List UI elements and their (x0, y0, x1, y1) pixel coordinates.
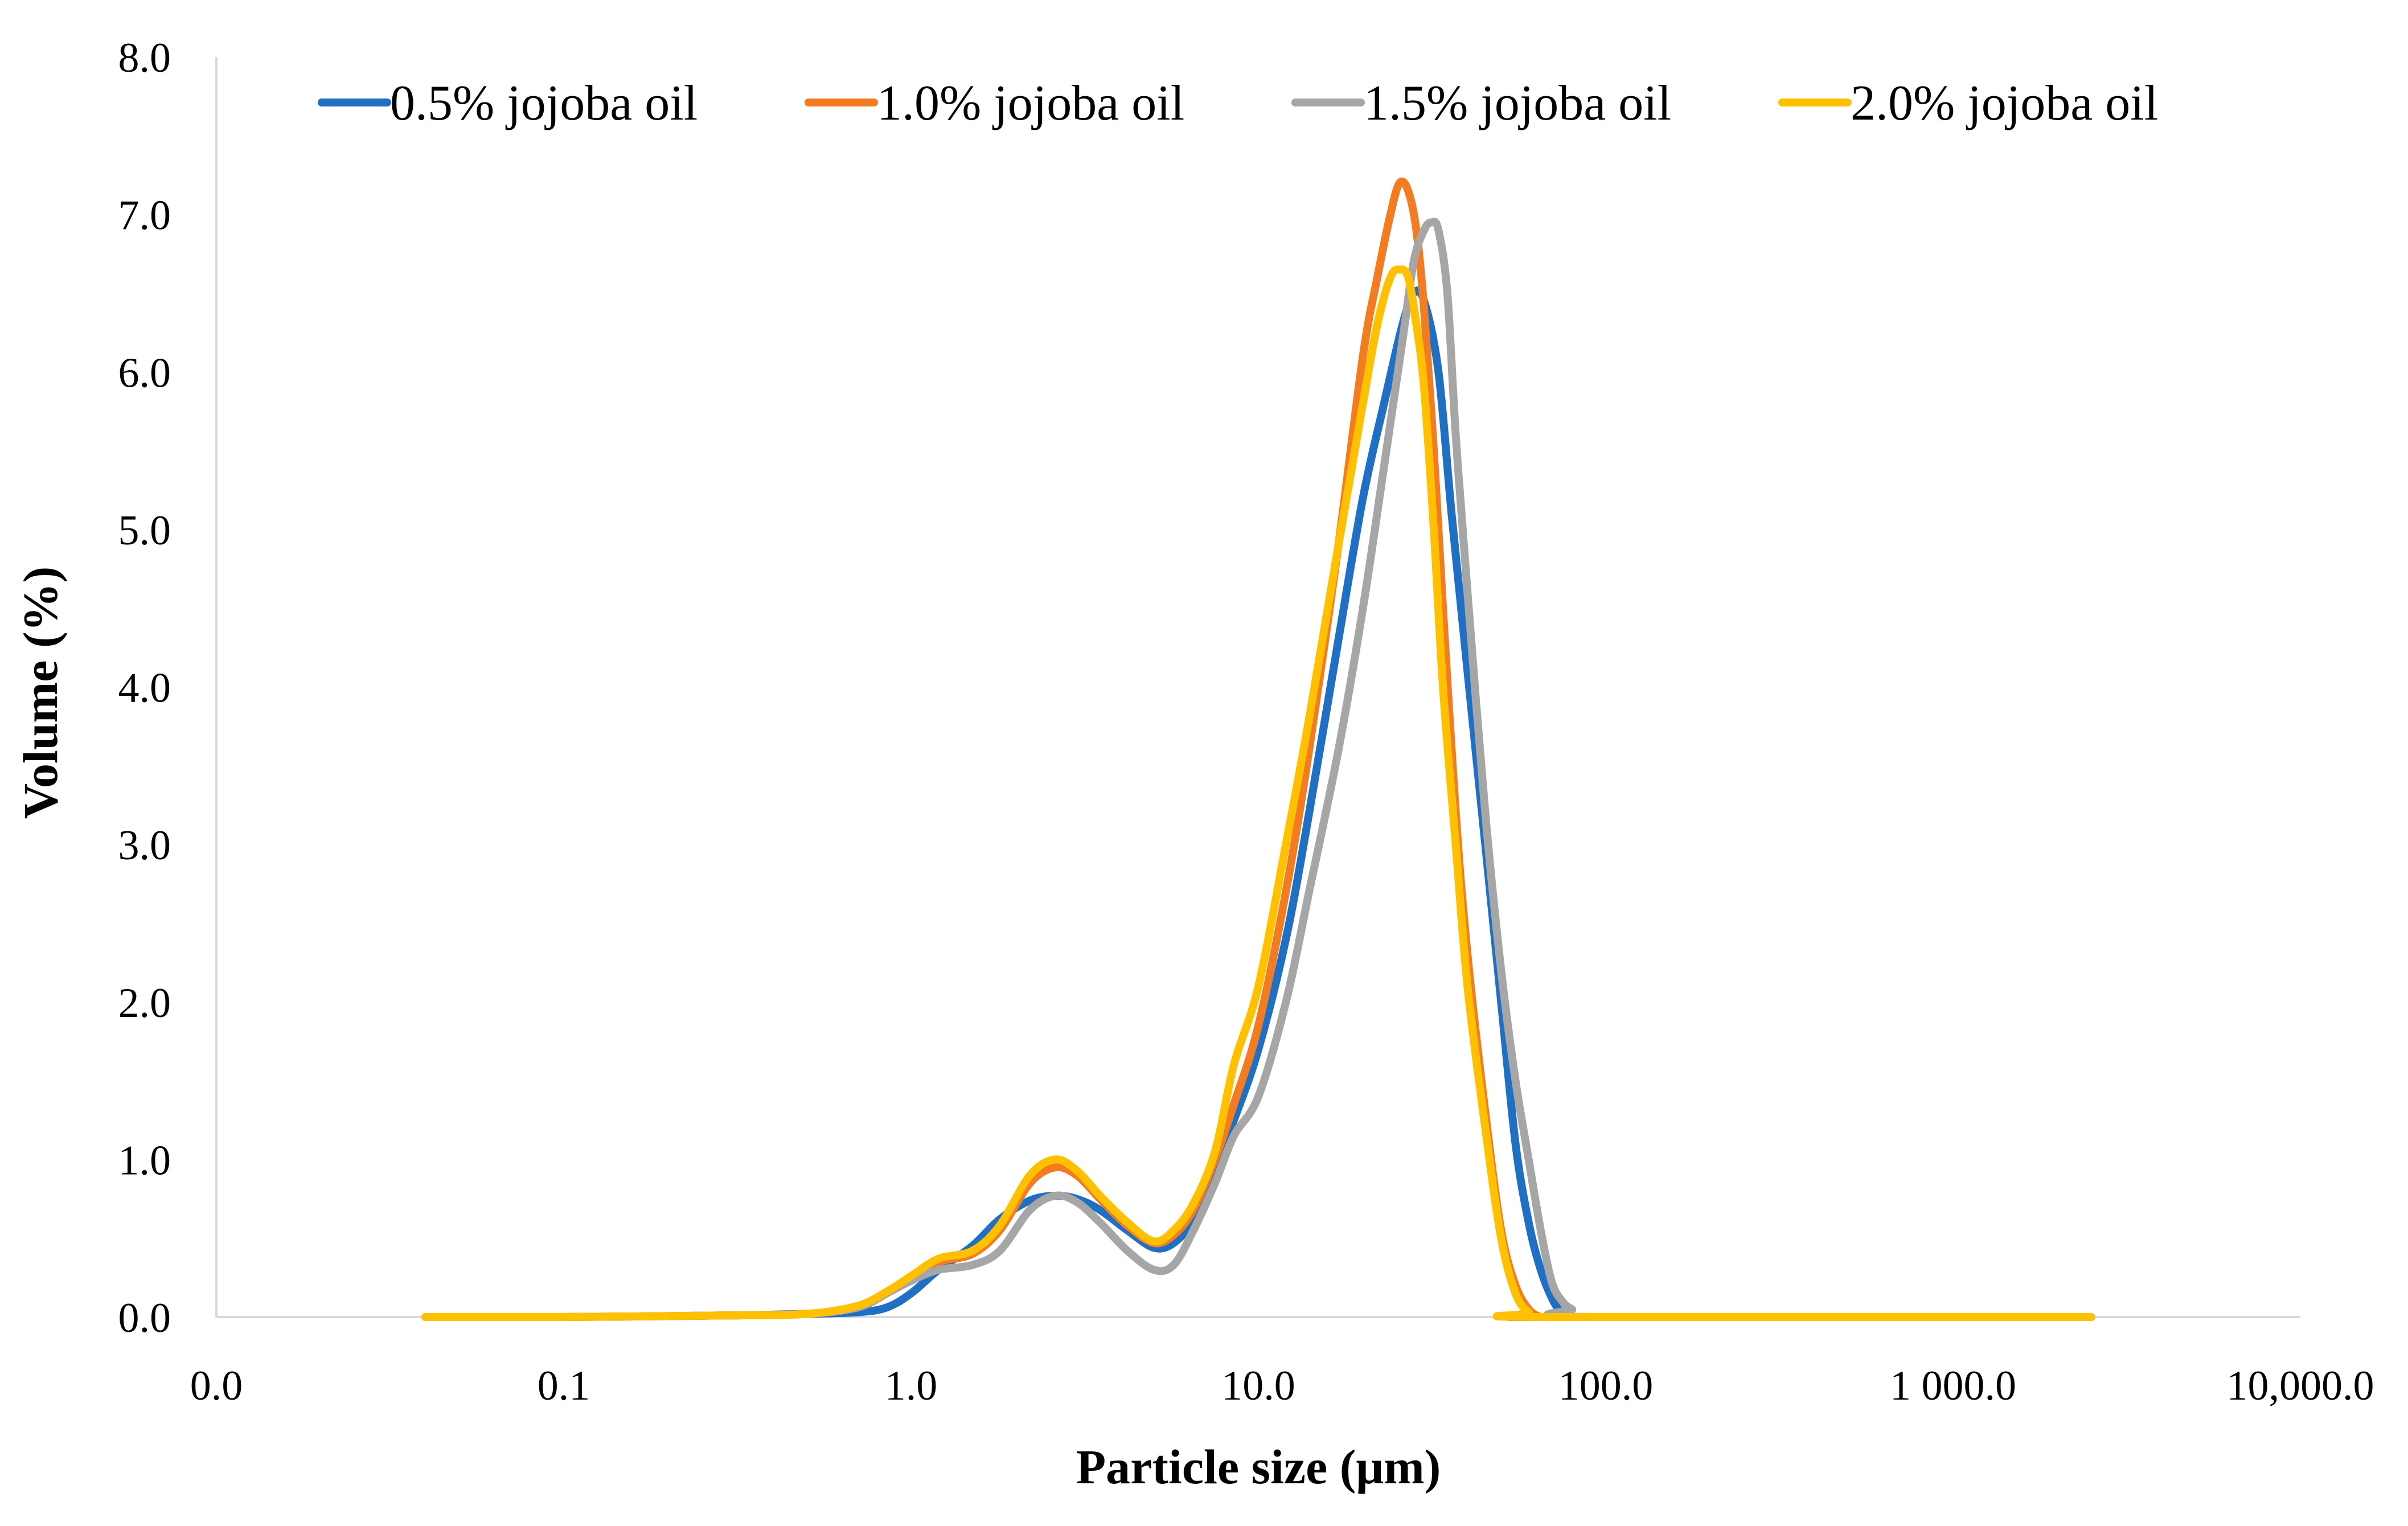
legend-label-2: 1.0% jojoba oil (877, 76, 1184, 131)
series-line-2 (421, 177, 2095, 1322)
series-line-4 (421, 265, 2095, 1321)
x-tick-label: 0.1 (538, 1363, 590, 1409)
series-layer (421, 177, 2095, 1322)
y-tick-label: 3.0 (118, 822, 171, 869)
series-line-1 (421, 286, 2095, 1322)
legend: 0.5% jojoba oil 1.0% jojoba oil 1.5% jojob… (318, 76, 2158, 131)
y-tick-label: 8.0 (118, 35, 171, 81)
y-tick-labels: 0.0 1.0 2.0 3.0 4.0 5.0 6.0 7.0 8.0 (118, 35, 171, 1342)
x-tick-label: 1.0 (885, 1363, 938, 1409)
x-tick-label: 0.0 (190, 1363, 243, 1409)
y-tick-label: 5.0 (118, 507, 171, 554)
legend-label-1: 0.5% jojoba oil (390, 76, 698, 131)
x-tick-label: 1 000.0 (1890, 1363, 2016, 1409)
legend-label-3: 1.5% jojoba oil (1364, 76, 1671, 131)
y-tick-label: 4.0 (118, 665, 171, 712)
x-tick-label: 10.0 (1221, 1363, 1295, 1409)
y-tick-label: 7.0 (118, 192, 171, 239)
x-tick-label: 100.0 (1558, 1363, 1654, 1409)
y-axis-title: Volume (%) (13, 567, 68, 819)
x-axis-title: Particle size (μm) (1076, 1439, 1441, 1494)
x-tick-labels: 0.0 0.1 1.0 10.0 100.0 1 000.0 10,000.0 (190, 1363, 2374, 1409)
legend-label-4: 2.0% jojoba oil (1851, 76, 2158, 131)
series-line-3 (421, 218, 2095, 1322)
y-tick-label: 0.0 (118, 1295, 171, 1342)
x-tick-label: 10,000.0 (2227, 1363, 2374, 1409)
y-tick-label: 6.0 (118, 350, 171, 396)
axes-layer (215, 57, 2300, 1318)
y-tick-label: 2.0 (118, 980, 171, 1027)
y-tick-label: 1.0 (118, 1137, 171, 1184)
